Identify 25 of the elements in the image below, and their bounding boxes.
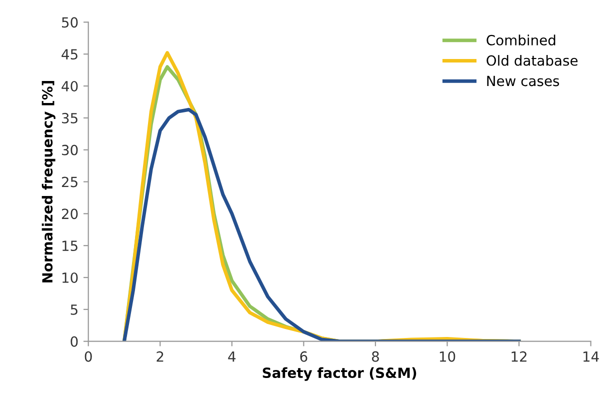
y-tick-label: 45 — [62, 49, 78, 60]
y-tick-label: 15 — [62, 240, 78, 252]
y-tick-label: 0 — [70, 336, 78, 347]
x-tick-label: 2 — [156, 351, 164, 362]
x-tick-label: 4 — [228, 351, 236, 362]
x-tick-label: 6 — [300, 351, 308, 362]
x-tick-label: 12 — [512, 351, 526, 362]
y-tick-label: 50 — [62, 17, 78, 28]
legend-label: Old database — [486, 55, 578, 66]
y-tick-label: 20 — [62, 208, 78, 220]
x-tick-label: 0 — [84, 351, 92, 362]
y-tick-label: 10 — [62, 272, 78, 283]
y-tick-label: 40 — [62, 80, 78, 92]
line-series — [122, 108, 521, 342]
x-tick-label: 8 — [372, 351, 379, 362]
x-tick-label: 10 — [440, 351, 456, 362]
y-tick-label: 25 — [62, 176, 78, 188]
y-tick-label: 30 — [62, 144, 78, 156]
legend-label: New cases — [487, 76, 560, 86]
y-axis-title: Normalized frequency [%] — [42, 81, 56, 282]
y-tick-label: 35 — [62, 112, 78, 124]
y-tick-label: 5 — [70, 304, 78, 315]
x-tick-label: 14 — [583, 351, 599, 362]
legend-label: Combined — [486, 34, 556, 46]
x-axis-title: Safety factor (S&M) — [262, 367, 416, 381]
